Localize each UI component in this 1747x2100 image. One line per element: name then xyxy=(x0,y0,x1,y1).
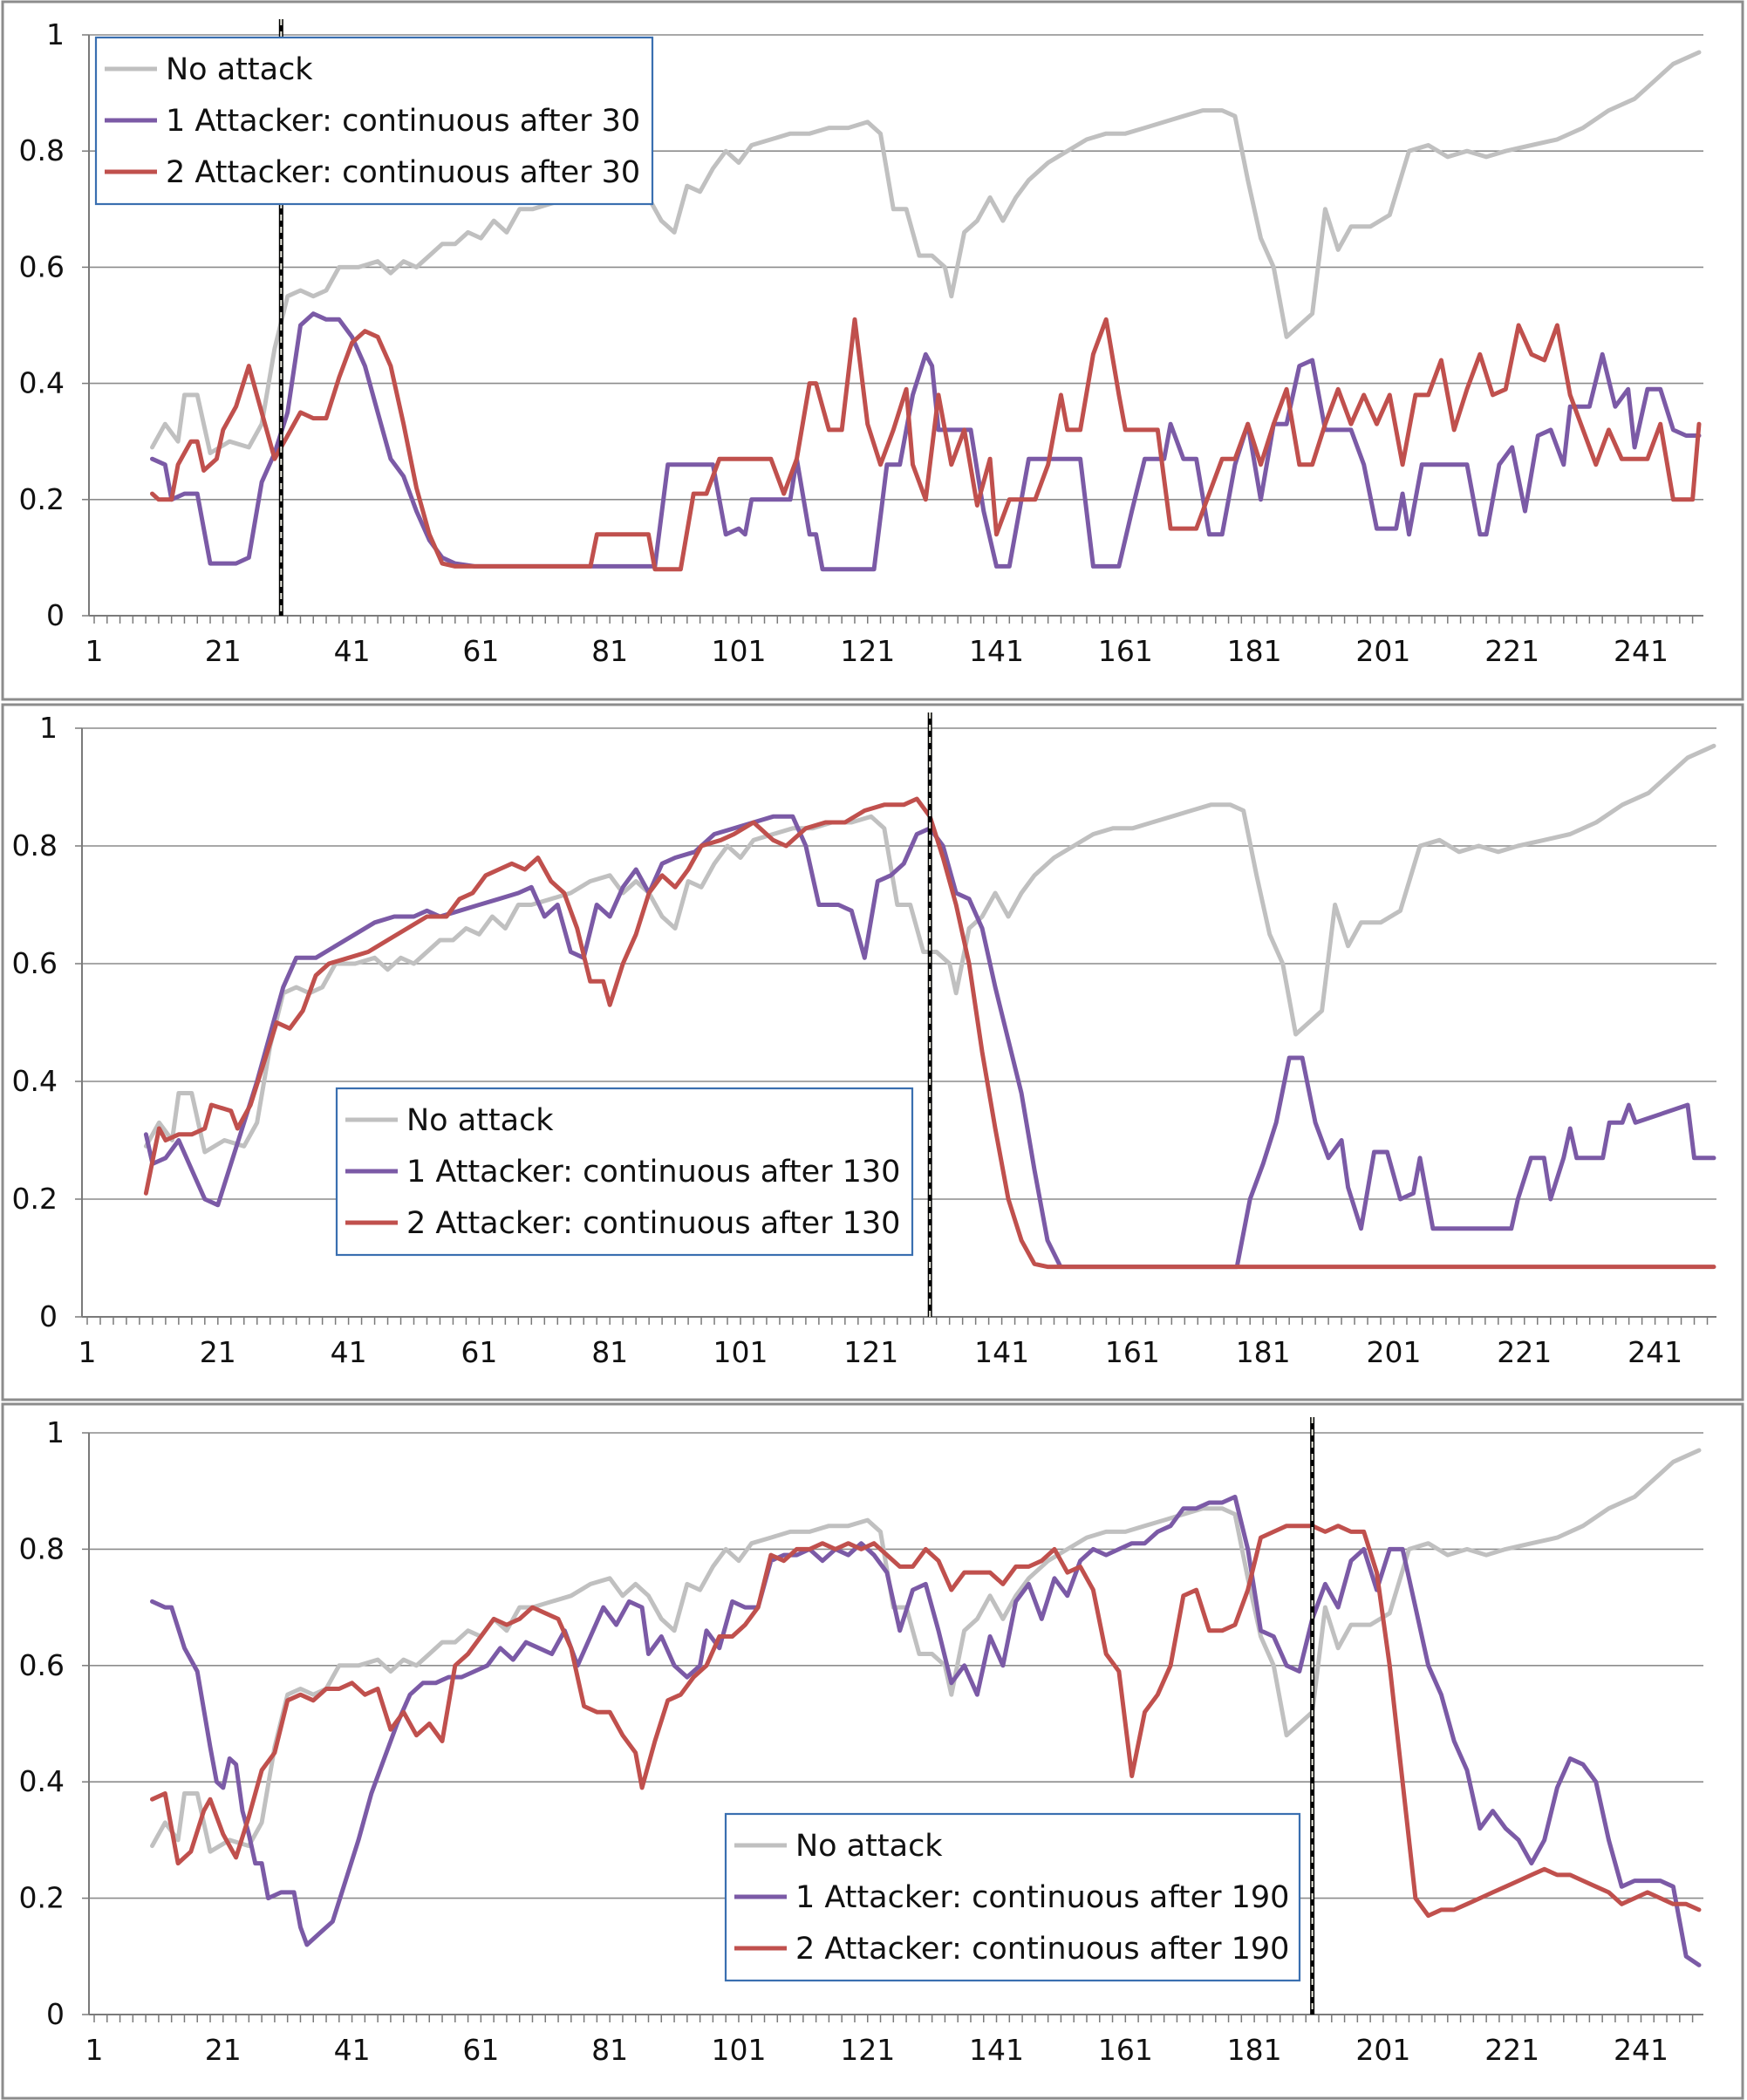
x-tick-label: 81 xyxy=(591,634,628,668)
x-tick-label: 121 xyxy=(840,634,895,668)
y-tick-label: 0.6 xyxy=(19,1648,65,1682)
y-tick-label: 0.8 xyxy=(12,828,58,862)
y-tick-label: 0 xyxy=(39,1299,58,1333)
x-tick-label: 81 xyxy=(591,1335,628,1369)
y-tick-label: 0.2 xyxy=(19,1881,65,1915)
x-tick-label: 41 xyxy=(334,2033,371,2067)
x-tick-label: 221 xyxy=(1484,634,1539,668)
x-tick-label: 181 xyxy=(1227,2033,1282,2067)
legend-label: No attack xyxy=(406,1103,554,1138)
x-tick-label: 101 xyxy=(711,634,766,668)
y-tick-label: 0 xyxy=(46,1997,65,2031)
series-line-no-attack xyxy=(150,1448,1702,1854)
series-line-1-attacker xyxy=(150,311,1702,572)
x-tick-label: 201 xyxy=(1355,634,1410,668)
x-tick-label: 61 xyxy=(461,1335,497,1369)
series-line-2-attacker xyxy=(150,1524,1702,1919)
x-tick-label: 21 xyxy=(200,1335,236,1369)
x-tick-label: 101 xyxy=(713,1335,768,1369)
legend: No attack 1 Attacker: continuous after 13… xyxy=(335,1087,914,1257)
legend-label: 2 Attacker: continuous after 30 xyxy=(166,155,640,190)
x-tick-label: 61 xyxy=(462,2033,499,2067)
y-tick-label: 0.4 xyxy=(19,1764,65,1798)
x-tick-label: 41 xyxy=(331,1335,367,1369)
x-tick-label: 101 xyxy=(711,2033,766,2067)
x-tick-label: 41 xyxy=(334,634,371,668)
x-tick-label: 201 xyxy=(1355,2033,1410,2067)
x-tick-label: 241 xyxy=(1628,1335,1682,1369)
x-tick-label: 201 xyxy=(1366,1335,1421,1369)
x-tick-label: 241 xyxy=(1614,634,1669,668)
y-tick-label: 0.2 xyxy=(19,482,65,516)
y-tick-label: 0.4 xyxy=(12,1064,58,1098)
y-tick-label: 0.8 xyxy=(19,1531,65,1565)
panel-frame xyxy=(1,1402,1744,2100)
y-tick-label: 0 xyxy=(46,598,65,632)
legend: No attack 1 Attacker: continuous after 19… xyxy=(724,1812,1301,1982)
x-tick-label: 221 xyxy=(1497,1335,1552,1369)
x-tick-label: 1 xyxy=(85,634,104,668)
x-tick-label: 241 xyxy=(1614,2033,1669,2067)
legend-box xyxy=(724,1812,1301,1982)
x-tick-label: 141 xyxy=(969,2033,1024,2067)
legend-box xyxy=(94,36,654,206)
x-tick-label: 61 xyxy=(462,634,499,668)
series-line-no-attack xyxy=(143,743,1716,1155)
y-tick-label: 0.8 xyxy=(19,133,65,167)
y-tick-label: 1 xyxy=(46,17,65,51)
x-tick-label: 1 xyxy=(85,2033,104,2067)
series-line-1-attacker xyxy=(143,814,1716,1270)
x-tick-label: 221 xyxy=(1484,2033,1539,2067)
legend-label: 1 Attacker: continuous after 30 xyxy=(166,104,640,139)
series-line-1-attacker xyxy=(150,1494,1702,1967)
x-tick-label: 181 xyxy=(1227,634,1282,668)
legend-label: 1 Attacker: continuous after 130 xyxy=(406,1155,900,1190)
y-tick-label: 0.2 xyxy=(12,1182,58,1216)
x-tick-label: 161 xyxy=(1098,634,1153,668)
legend-label: No attack xyxy=(166,52,313,87)
y-tick-label: 0.4 xyxy=(19,366,65,400)
chart-panel-1: 00.20.40.60.811 21 41 61 81 101 121 141 161 181 20… xyxy=(1,0,1744,701)
legend-label: No attack xyxy=(795,1829,943,1864)
x-tick-label: 141 xyxy=(974,1335,1029,1369)
legend-label: 2 Attacker: continuous after 130 xyxy=(406,1206,900,1241)
series-line-no-attack xyxy=(150,50,1702,455)
legend-label: 1 Attacker: continuous after 190 xyxy=(795,1880,1289,1915)
x-tick-label: 161 xyxy=(1105,1335,1160,1369)
legend-label: 2 Attacker: continuous after 190 xyxy=(795,1932,1289,1967)
x-tick-label: 121 xyxy=(840,2033,895,2067)
y-tick-label: 1 xyxy=(46,1415,65,1449)
y-tick-label: 1 xyxy=(39,711,58,745)
x-tick-label: 21 xyxy=(205,2033,242,2067)
x-tick-label: 21 xyxy=(205,634,242,668)
x-tick-label: 1 xyxy=(78,1335,97,1369)
series-line-2-attacker xyxy=(143,796,1716,1270)
x-tick-label: 161 xyxy=(1098,2033,1153,2067)
chart-panel-2: 00.20.40.60.811 21 41 61 81 101 121 141 161 181 20… xyxy=(1,703,1744,1401)
x-tick-label: 121 xyxy=(843,1335,898,1369)
x-tick-label: 141 xyxy=(969,634,1024,668)
y-tick-label: 0.6 xyxy=(19,249,65,283)
series-line-2-attacker xyxy=(150,317,1702,572)
x-tick-label: 181 xyxy=(1236,1335,1291,1369)
legend: No attack 1 Attacker: continuous after 30… xyxy=(94,36,654,206)
x-tick-label: 81 xyxy=(591,2033,628,2067)
legend-box xyxy=(335,1087,914,1257)
y-tick-label: 0.6 xyxy=(12,946,58,980)
chart-panel-3: 00.20.40.60.811 21 41 61 81 101 121 141 161 181 20… xyxy=(1,1402,1744,2100)
